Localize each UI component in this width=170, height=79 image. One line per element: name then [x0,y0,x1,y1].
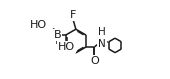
Text: O: O [90,56,99,66]
Text: F: F [70,11,76,20]
Text: B: B [53,30,61,40]
Text: H
N: H N [98,27,106,49]
Text: HO: HO [30,20,47,30]
Text: HO: HO [58,42,75,52]
